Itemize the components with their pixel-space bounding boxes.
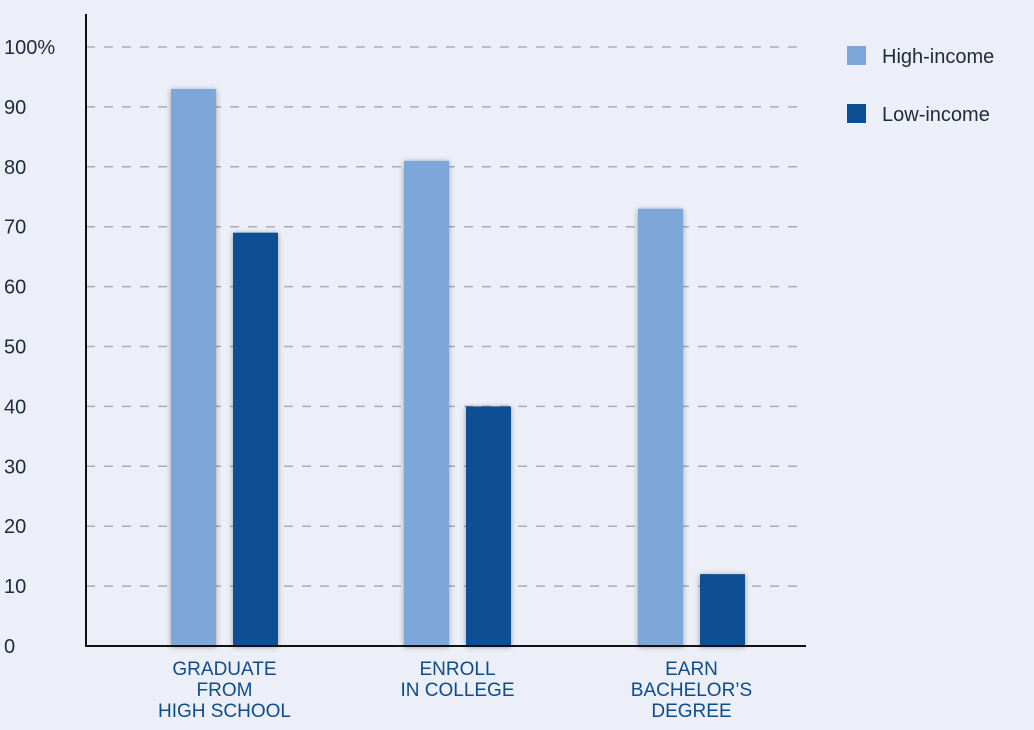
axes — [85, 14, 806, 647]
legend: High-income Low-income — [847, 46, 994, 126]
category-label: DEGREE — [651, 701, 731, 722]
y-tick-label: 20 — [4, 516, 26, 538]
y-tick-label: 30 — [4, 456, 26, 478]
category-label: IN COLLEGE — [400, 680, 514, 701]
y-tick-label: 90 — [4, 97, 26, 119]
bar-low-income-0 — [233, 232, 278, 646]
category-label: EARN — [665, 659, 718, 680]
legend-swatch-high-income — [847, 46, 866, 65]
category-label: ENROLL — [419, 659, 495, 680]
bar-high-income-0 — [171, 88, 216, 647]
bar-low-income-2 — [700, 574, 745, 646]
bar-high-income-2 — [638, 208, 683, 647]
legend-label-high-income: High-income — [882, 46, 994, 68]
bars — [171, 88, 745, 647]
y-tick-label: 50 — [4, 337, 26, 359]
y-tick-label: 80 — [4, 157, 26, 179]
y-tick-label: 10 — [4, 576, 26, 598]
category-label: HIGH SCHOOL — [158, 701, 291, 722]
bar-high-income-1 — [404, 160, 449, 646]
y-tick-label: 40 — [4, 396, 26, 418]
y-tick-labels: 0 10 20 30 40 50 60 70 80 90 100% — [4, 37, 55, 658]
legend-swatch-low-income — [847, 104, 866, 123]
category-label: BACHELOR’S — [631, 680, 752, 701]
legend-label-low-income: Low-income — [882, 104, 990, 126]
y-tick-label: 70 — [4, 217, 26, 239]
category-label: GRADUATE — [172, 659, 276, 680]
bar-low-income-1 — [466, 406, 511, 646]
category-label: FROM — [197, 680, 253, 701]
y-tick-label: 100% — [4, 37, 55, 59]
y-tick-label: 60 — [4, 277, 26, 299]
y-tick-label: 0 — [4, 636, 15, 658]
